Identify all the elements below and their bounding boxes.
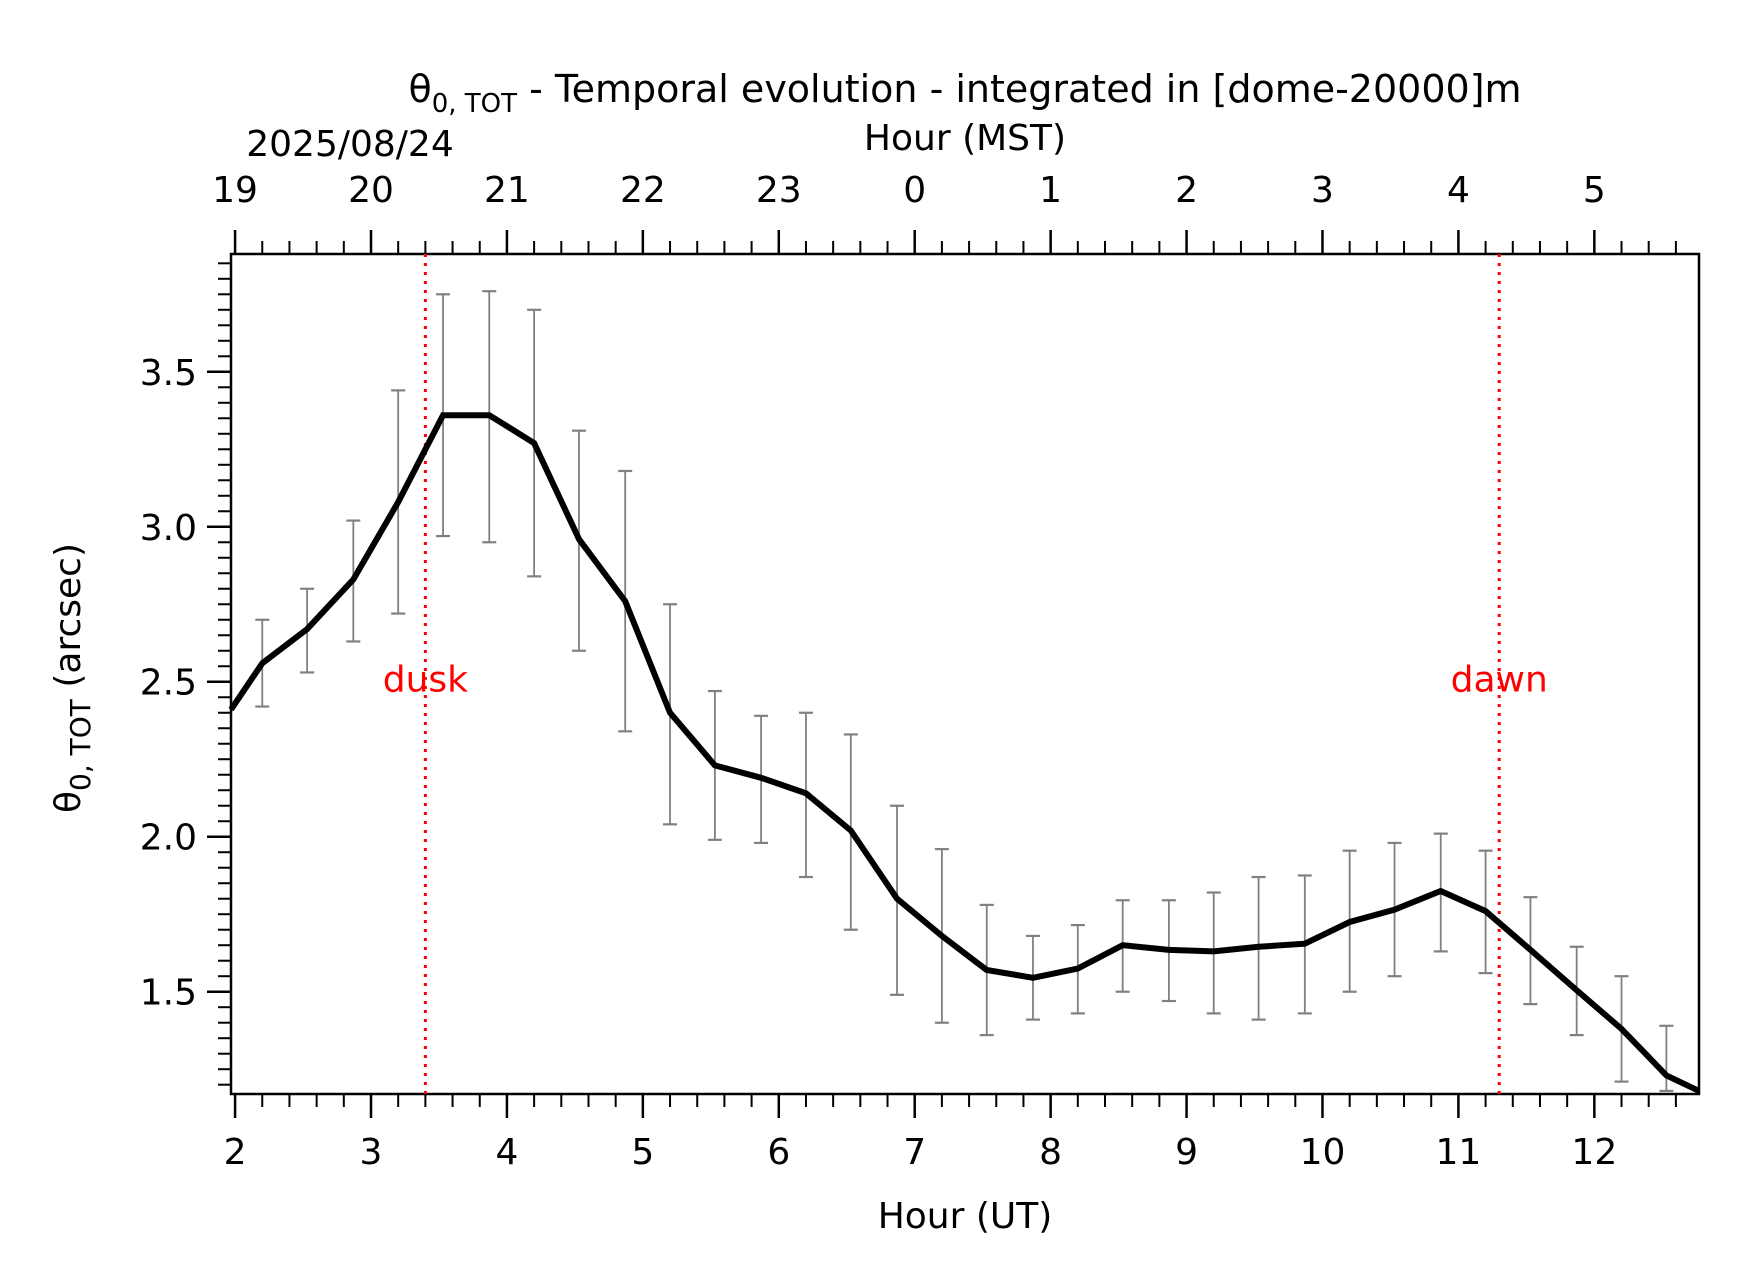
series-line: [228, 412, 1701, 1094]
x2-tick-label: 4: [1447, 170, 1470, 211]
x-tick-label: 2: [224, 1132, 247, 1173]
x-tick-label: 11: [1436, 1132, 1482, 1173]
y-tick-label: 2.5: [140, 663, 197, 704]
y-tick-label: 3.0: [140, 508, 197, 549]
y-tick-label: 1.5: [140, 973, 197, 1014]
x-tick-label: 8: [1039, 1132, 1062, 1173]
y-tick-label: 3.5: [140, 353, 197, 394]
x2-tick-label: 5: [1583, 170, 1606, 211]
x-tick-label: 4: [495, 1132, 518, 1173]
x-tick-label: 12: [1571, 1132, 1617, 1173]
top-axis-label: Hour (MST): [864, 118, 1066, 159]
x-tick-label: 9: [1175, 1132, 1198, 1173]
x-tick-label: 5: [631, 1132, 654, 1173]
x2-tick-label: 2: [1175, 170, 1198, 211]
dawn-label: dawn: [1451, 660, 1548, 701]
date-label: 2025/08/24: [246, 124, 454, 165]
chart-title: θ0, TOT - Temporal evolution - integrate…: [408, 67, 1521, 119]
x2-tick-label: 23: [756, 170, 802, 211]
x2-tick-label: 1: [1039, 170, 1062, 211]
y-tick-label: 2.0: [140, 818, 197, 859]
x2-tick-label: 22: [620, 170, 666, 211]
dusk-label: dusk: [383, 660, 468, 701]
x-tick-label: 6: [767, 1132, 790, 1173]
x2-tick-label: 19: [212, 170, 258, 211]
plot-frame: [229, 252, 1701, 1096]
x-tick-label: 10: [1300, 1132, 1346, 1173]
x-axis-label: Hour (UT): [878, 1196, 1053, 1237]
x-tick-label: 7: [903, 1132, 926, 1173]
x2-tick-label: 21: [484, 170, 530, 211]
x2-tick-label: 0: [903, 170, 926, 211]
y-axis-label: θ0, TOT (arcsec): [48, 543, 97, 813]
x-tick-label: 3: [360, 1132, 383, 1173]
x2-tick-label: 20: [348, 170, 394, 211]
x2-tick-label: 3: [1311, 170, 1334, 211]
